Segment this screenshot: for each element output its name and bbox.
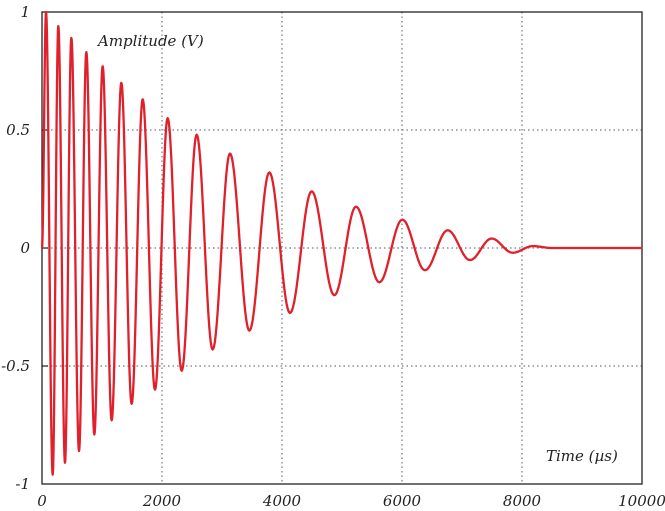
y-tick-label: 0.5 xyxy=(6,121,30,139)
y-tick-label: 1 xyxy=(20,3,30,21)
x-tick-label: 6000 xyxy=(383,492,422,510)
x-tick-label: 2000 xyxy=(142,492,182,510)
x-axis-label: Time (µs) xyxy=(546,447,618,465)
y-tick-label: -0.5 xyxy=(1,357,30,375)
y-axis-label: Amplitude (V) xyxy=(96,32,204,50)
x-tick-label: 4000 xyxy=(262,492,302,510)
x-tick-label: 10000 xyxy=(618,492,665,510)
y-tick-label: -1 xyxy=(15,475,30,493)
x-tick-label: 8000 xyxy=(503,492,542,510)
x-tick-label: 0 xyxy=(37,492,47,510)
ticks: 0 2000 4000 6000 8000 10000 1 0.5 0 -0.5 -1 xyxy=(1,3,665,510)
series-line xyxy=(40,10,642,476)
y-tick-label: 0 xyxy=(20,239,30,257)
